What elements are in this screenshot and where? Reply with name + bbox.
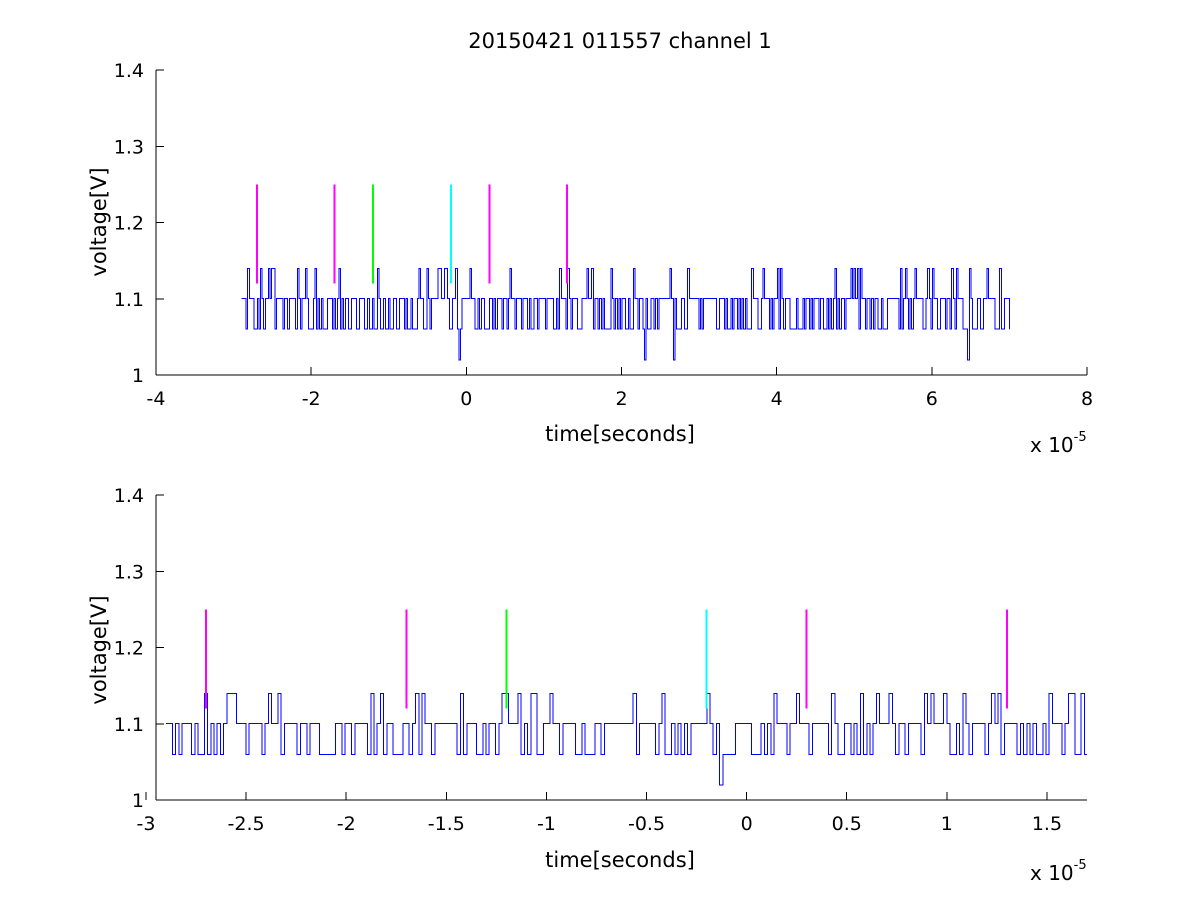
top-y-tick-label: 1.2 [114,213,144,235]
bottom-x-tick-label: 0 [741,813,753,835]
chart-title: 20150421 011557 channel 1 [468,29,772,53]
bottom-x-tick-label: -2 [337,813,356,835]
bottom-y-tick-label: 1.2 [114,638,144,660]
top-x-tick-label: 6 [926,388,938,410]
bottom-x-tick-label: -1.5 [428,813,465,835]
top-x-tick-label: 0 [460,388,472,410]
top-x-multiplier: x 10-5 [1030,430,1087,457]
bottom-x-tick-label: 0.5 [832,813,862,835]
bottom-y-tick-label: 1.4 [114,485,144,507]
top-signal-line [241,267,1010,361]
top-y-tick-label: 1 [132,365,144,387]
bottom-y-tick-label: 1.3 [114,561,144,583]
bottom-x-multiplier-exponent: -5 [1074,858,1087,873]
top-y-tick-label: 1.4 [114,60,144,82]
bottom-x-tick-label: -3 [137,813,156,835]
bottom-x-multiplier-base: x 10 [1030,861,1074,885]
top-x-multiplier-exponent: -5 [1074,430,1087,445]
bottom-x-multiplier: x 10-5 [1030,858,1087,885]
top-y-axis-label: voltage[V] [87,167,111,276]
top-y-tick-label: 1.3 [114,136,144,158]
top-x-multiplier-base: x 10 [1030,433,1074,457]
bottom-x-tick-label: -0.5 [628,813,665,835]
top-panel: voltage[V] time[seconds] x 10-5 -4 -2 0 2 4 6… [87,60,1093,457]
bottom-x-tick-label: 1 [941,813,953,835]
bottom-y-axis-label: voltage[V] [87,595,111,704]
top-x-tick-label: 4 [771,388,783,410]
bottom-panel: voltage[V] time[seconds] x 10-5 -3 -2.5 -2… [87,485,1087,885]
top-x-tick-label: -2 [302,388,321,410]
bottom-x-axis-label: time[seconds] [545,848,695,872]
top-x-tick-label: 2 [615,388,627,410]
top-y-tick-label: 1.1 [114,289,144,311]
top-x-axis-label: time[seconds] [545,422,695,446]
bottom-x-tick-label: -2.5 [228,813,265,835]
top-x-tick-label: -4 [147,388,166,410]
top-x-tick-label: 8 [1081,388,1093,410]
bottom-y-tick-label: 1 [132,790,144,812]
bottom-x-tick-label: 1.5 [1032,813,1062,835]
bottom-y-tick-label: 1.1 [114,714,144,736]
bottom-x-tick-label: -1 [537,813,556,835]
bottom-signal-line [166,692,1087,786]
